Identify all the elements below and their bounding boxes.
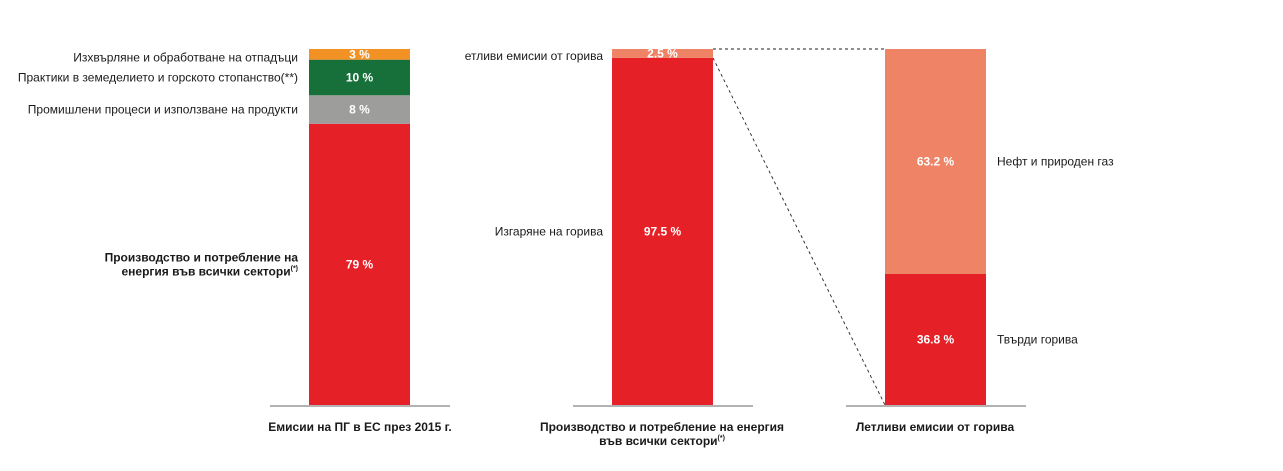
category-label-c0-s1: Промишлени процеси и използване на проду… <box>28 103 298 117</box>
category-label-c0-s2: Практики в земеделието и горското стопан… <box>18 70 298 84</box>
value-label-c1-s1: 2.5 % <box>647 46 678 60</box>
x-axis-label-0: Емисии на ПГ в ЕС през 2015 г. <box>268 420 451 434</box>
value-label-c2-s1: 63.2 % <box>917 154 955 168</box>
bar-segment-c0-s0 <box>309 123 410 405</box>
category-label-c0-s0-line2: енергия във всички сектори(*) <box>122 264 299 278</box>
value-label-c0-s2: 10 % <box>346 70 374 84</box>
category-label-c2-s0: Твърди горива <box>997 332 1078 346</box>
bar-segment-c1-s0 <box>612 57 713 406</box>
value-label-c0-s1: 8 % <box>349 103 370 117</box>
value-label-c0-s0: 79 % <box>346 257 374 271</box>
bars-layer <box>309 49 986 406</box>
bar-segment-c0-s1 <box>309 95 410 124</box>
category-label-c0-s0-line1: Производство и потребление на <box>105 250 299 264</box>
value-label-c1-s0: 97.5 % <box>644 224 682 238</box>
category-label-c0-s3: Изхвърляне и обработване на отпадъци <box>73 51 298 65</box>
category-label-c2-s1: Нефт и природен газ <box>997 154 1114 168</box>
labels-layer: 79 % Производство и потребление наенергия… <box>18 46 1114 448</box>
breakdown-connector-lines <box>712 48 886 406</box>
bar-segment-c0-s2 <box>309 59 410 96</box>
bar-segment-c2-s0 <box>885 273 986 405</box>
value-label-c2-s0: 36.8 % <box>917 332 955 346</box>
bar-segment-c0-s3 <box>309 49 410 60</box>
value-label-c0-s3: 3 % <box>349 47 370 61</box>
x-axis-label-2: Летливи емисии от горива <box>856 420 1015 434</box>
category-label-c1-s1: етливи емисии от горива <box>465 49 604 63</box>
category-label-c1-s0: Изгаряне на горива <box>495 224 604 238</box>
x-axis-label-1-line1: Производство и потребление на енергия <box>540 420 784 434</box>
x-axis-label-1-line2: във всички сектори(*) <box>599 434 725 448</box>
connector-line-bottom <box>712 57 886 406</box>
bar-segment-c2-s1 <box>885 49 986 274</box>
bar-segment-c1-s1 <box>612 49 713 58</box>
